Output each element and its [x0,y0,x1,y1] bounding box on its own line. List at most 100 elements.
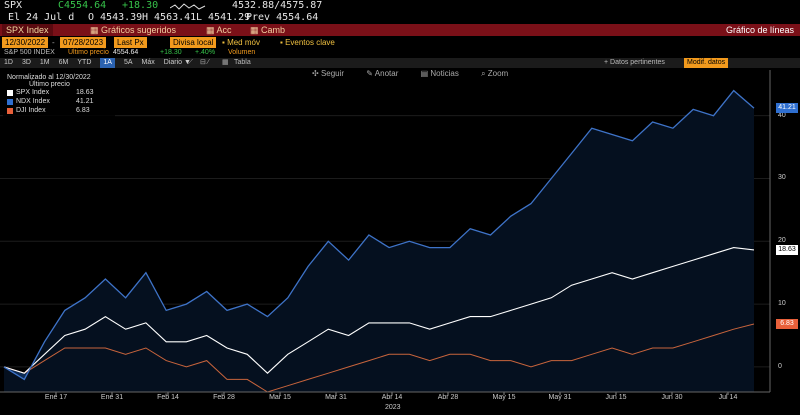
zoom-label: Zoom [487,69,509,78]
open-price: O 4543.39 [88,12,143,23]
edit-data-button[interactable]: Modif. datos [684,58,729,68]
suggested-charts-menu[interactable]: ▦ Gráficos sugeridos [90,24,176,36]
grid-icon: ▦ [90,25,102,35]
period-button[interactable]: YTD [77,59,92,66]
last-price-label: Último precio [68,49,109,56]
legend-items: SPX Index 18.63 NDX Index 41.21 DJI Index 6.8… [7,88,111,115]
x-tick-label: Mar 15 [269,394,291,401]
last-value-tag: 41.21 [776,103,798,114]
index-name: S&P 500 INDEX [4,49,55,56]
period-button[interactable]: 1D [4,59,13,66]
x-tick-label: Jun 30 [661,394,683,401]
menu-bar: SPX Index ▦ Gráficos sugeridos ▦ Acc ▦ C… [0,24,800,36]
x-tick-label: Jun 15 [605,394,627,401]
moving-average-label: Med móv [227,38,260,47]
annotate-button[interactable]: ✎ Anotar [366,69,399,78]
plus-icon: + [604,59,611,66]
checkbox-icon: ▪ [222,38,228,47]
subinfo-change: +18.30 [160,49,182,56]
x-tick-label: Abr 14 [381,394,403,401]
chart-toolbar: ✣ Seguir ✎ Anotar ▤ Noticias ⌕ Zoom [312,69,528,79]
relevant-data-button[interactable]: + Datos pertinentes [604,58,665,68]
date-from-field[interactable]: 12/30/2022 [2,37,49,48]
line-style-icon[interactable]: ⟋ [188,59,193,66]
legend-subtitle: Último precio [29,81,70,88]
zoom-icon[interactable]: ⊟ ⁄ [200,59,209,66]
last-price-value: 4554.64 [113,49,139,56]
legend-series-name: SPX Index [16,89,50,96]
actions-label: Acc [216,25,232,35]
period-button[interactable]: 3D [21,59,31,66]
suggested-charts-label: Gráficos sugeridos [101,25,177,35]
table-button[interactable]: Tabla [234,59,251,66]
follow-label: Seguir [320,69,345,78]
prev-close: Prev 4554.64 [246,12,319,23]
x-axis-title: 2023 [385,404,401,411]
day-range: 4532.88/4575.87 [232,0,323,11]
x-tick-label: Mar 31 [325,394,347,401]
y-tick-label: 0 [778,362,782,370]
as-of-date: El 24 Jul d [8,12,75,23]
ohlc-bar: El 24 Jul d O 4543.39 H 4563.41 L 4541.2… [0,12,800,24]
legend-swatch [7,89,13,96]
checkbox-icon: ▪ [280,38,286,47]
x-tick-label: May 31 [548,394,572,401]
last-value-tag: 6.83 [776,318,798,329]
legend-series-value: 18.63 [76,89,94,96]
y-tick-label: 30 [778,174,786,182]
last-price: C4554.64 [58,0,107,11]
last-px-select[interactable]: Last Px [114,37,147,48]
high-price: H 4563.41 [142,12,197,23]
series-line-ndx [3,89,755,381]
actions-menu[interactable]: ▦ Acc [206,24,232,36]
subinfo-bar: S&P 500 INDEX Último precio 4554.64 +18.… [0,48,800,58]
last-value-tag: 18.63 [776,244,798,255]
chart-legend: Normalizado al 12/30/2022 Último precio … [3,72,115,130]
low-price: L 4541.29 [196,12,251,23]
follow-button[interactable]: ✣ Seguir [312,69,345,78]
date-to-field[interactable]: 07/28/2023 [60,37,107,48]
period-button[interactable]: 5A [123,59,133,66]
series-line-spx [3,247,755,374]
period-button[interactable]: Máx [141,59,155,66]
legend-swatch [7,107,13,114]
period-button[interactable]: 1A [100,58,115,68]
y-tick-label: 10 [778,300,786,308]
period-button[interactable]: Diario ▼ [163,59,191,66]
series-line-dji [3,323,755,393]
zoom-button[interactable]: ⌕ Zoom [481,69,509,78]
legend-swatch [7,98,13,105]
x-tick-label: Ene 17 [44,394,68,401]
legend-item: SPX Index 18.63 [7,88,111,97]
annotate-label: Anotar [374,69,399,78]
subinfo-pct: +.40% [195,49,216,56]
currency-select[interactable]: Divisa local [170,37,217,48]
legend-item: DJI Index 6.83 [7,106,111,115]
y-tick-label: 40 [778,111,786,119]
sparkline-icon [170,3,206,10]
legend-series-name: DJI Index [16,107,46,114]
y-tick-label: 20 [778,237,786,245]
period-button[interactable]: 1M [39,59,50,66]
x-tick-label: Ene 31 [100,394,124,401]
period-button[interactable]: 6M [58,59,69,66]
news-label: Noticias [430,69,459,78]
change-menu[interactable]: ▦ Camb [250,24,285,36]
moving-average-toggle[interactable]: ▪ Med móv [222,37,260,48]
legend-title: Normalizado al 12/30/2022 [7,74,91,81]
table-icon: ▦ [222,59,229,66]
controls-bar: 12/30/2022 - 07/28/2023 Last Px Divisa l… [0,37,800,48]
grid-icon: ▦ [250,25,262,35]
news-button[interactable]: ▤ Noticias [420,69,459,78]
chart-type-label[interactable]: Gráfico de líneas [725,25,794,35]
index-selector[interactable]: SPX Index [2,24,53,36]
ticker: SPX [4,0,23,11]
x-tick-label: May 15 [492,394,516,401]
x-tick-label: Jul 14 [718,394,738,401]
relevant-data-label: Datos pertinentes [610,59,665,66]
x-tick-label: Feb 28 [213,394,235,401]
legend-series-value: 41.21 [76,98,94,105]
grid-icon: ▦ [206,25,217,35]
key-events-toggle[interactable]: ▪ Eventos clave [280,37,335,48]
